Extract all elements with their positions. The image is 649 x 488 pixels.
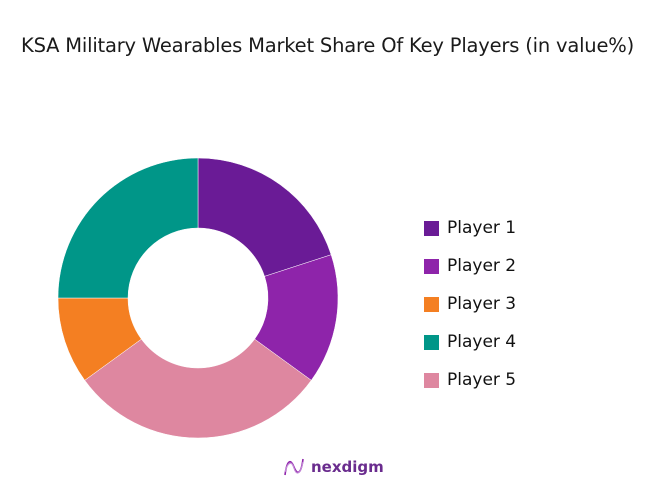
legend-swatch [424,296,439,312]
slice-player-4[interactable] [57,157,199,299]
legend-label: Player 5 [447,370,517,390]
nexdigm-logo: nexdigm [283,457,384,477]
legend-label: Player 4 [447,332,517,352]
legend-item-player-2[interactable]: Player 2 [424,247,516,285]
legend-swatch [424,334,439,350]
logo-text: nexdigm [311,458,384,476]
chart-title: KSA Military Wearables Market Share Of K… [21,34,634,57]
legend-label: Player 2 [447,256,517,276]
legend-swatch [424,258,439,274]
legend-item-player-5[interactable]: Player 5 [424,361,516,399]
legend-item-player-3[interactable]: Player 3 [424,285,516,323]
legend-item-player-4[interactable]: Player 4 [424,323,516,361]
legend-swatch [424,372,439,388]
slice-player-1[interactable] [197,157,332,277]
legend-item-player-1[interactable]: Player 1 [424,209,516,247]
legend-label: Player 3 [447,294,517,314]
nexdigm-wave-icon [284,458,304,476]
legend-label: Player 1 [447,218,517,238]
slice-player-5[interactable] [84,338,312,439]
legend-swatch [424,220,439,236]
donut-slices [57,157,339,439]
legend: Player 1 Player 2 Player 3 Player 4 Play… [424,209,516,399]
